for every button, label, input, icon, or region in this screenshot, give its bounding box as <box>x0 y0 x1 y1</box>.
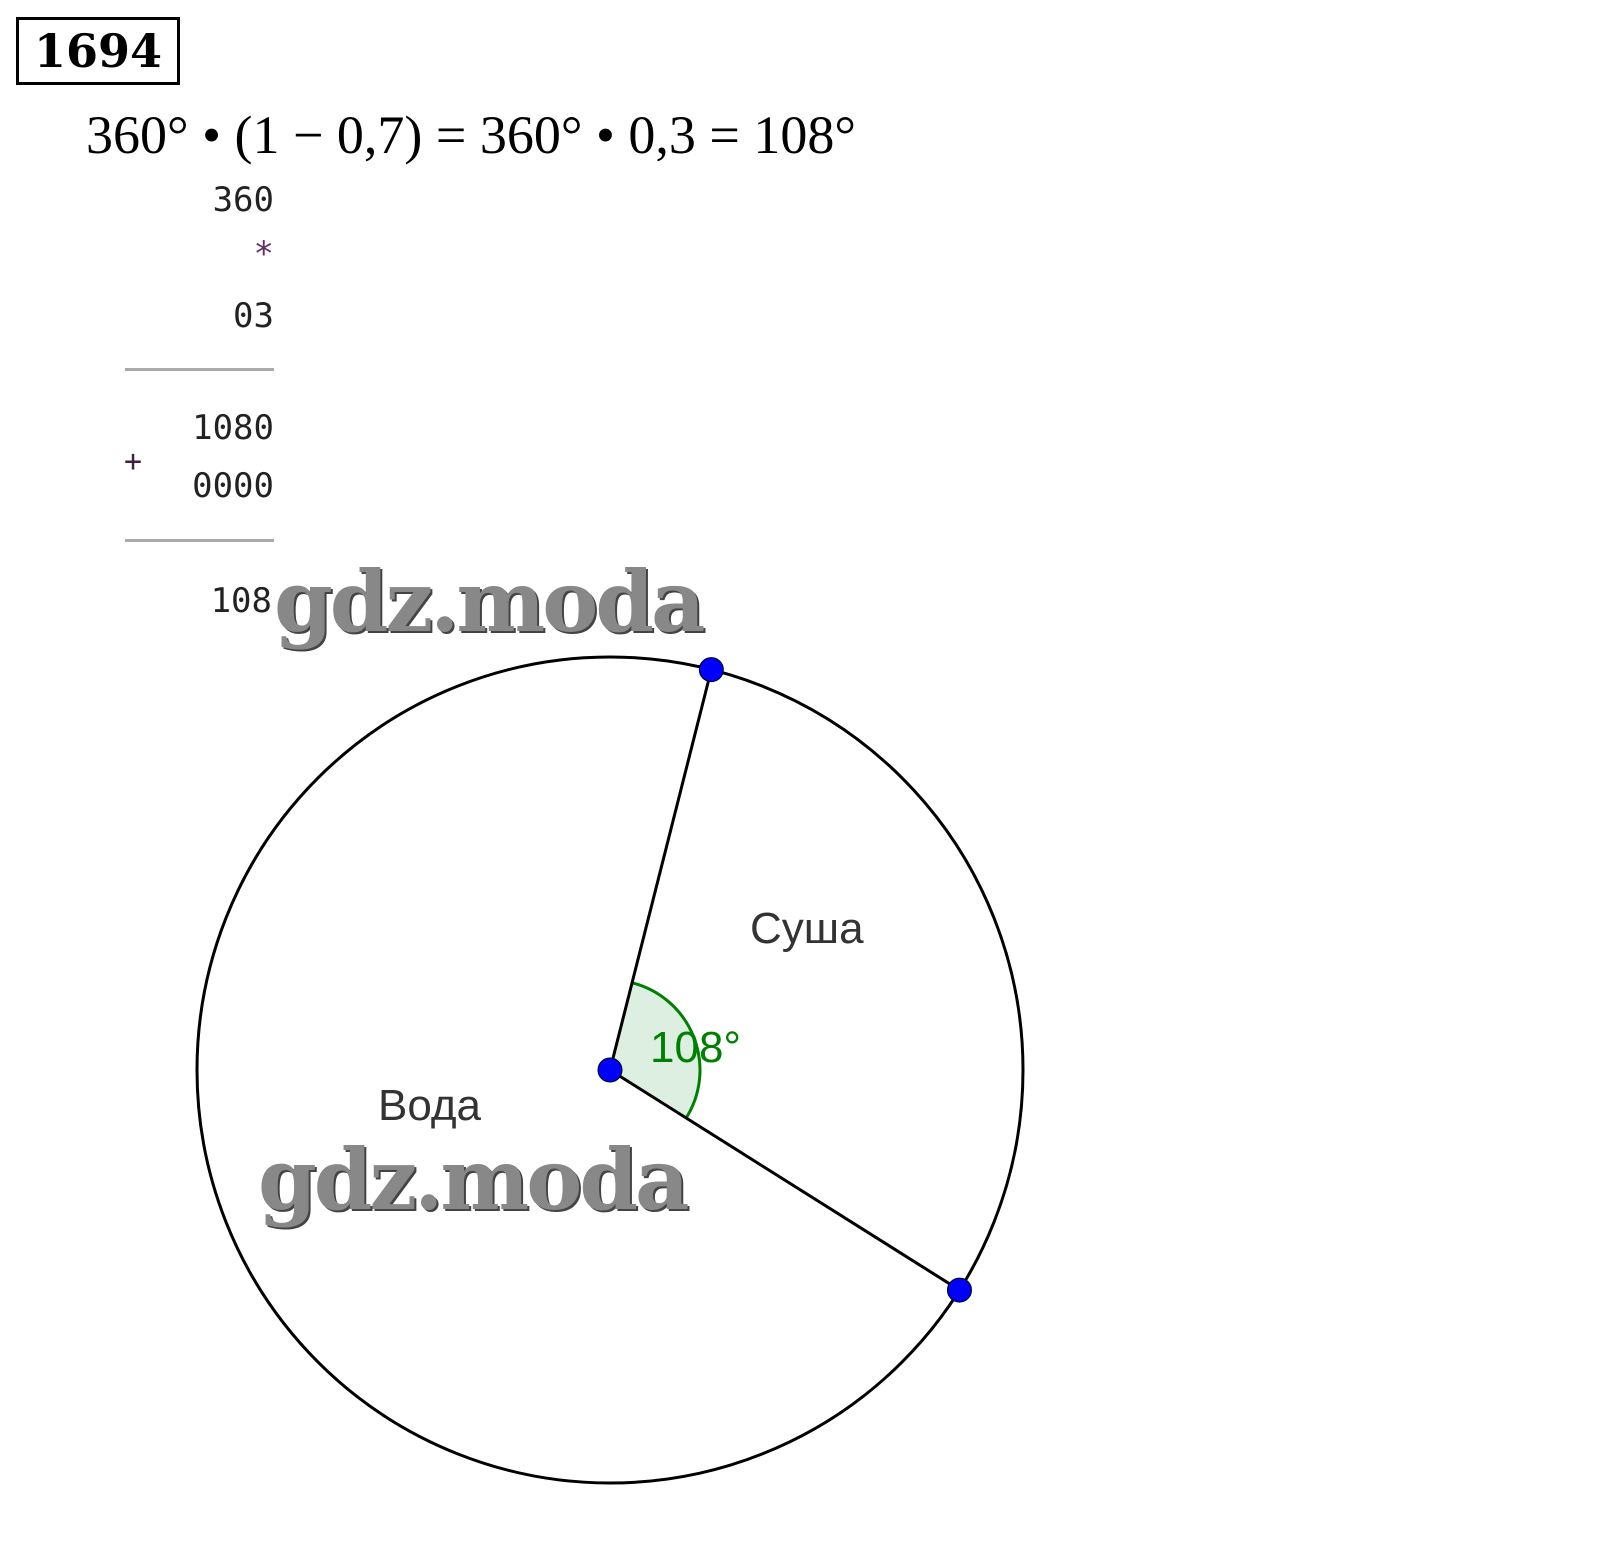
multiplicand: 360 <box>212 180 274 220</box>
angle-arc <box>631 981 702 1119</box>
boundary-point <box>698 657 724 683</box>
angle-label: 108° <box>650 1023 741 1072</box>
watermark: gdz.moda <box>274 552 705 651</box>
partial-product-2: 0000 <box>192 466 274 506</box>
radius-line <box>609 1068 961 1292</box>
plus-sign: + <box>124 444 143 479</box>
divider-line <box>125 539 274 542</box>
problem-number: 1694 <box>16 17 180 85</box>
boundary-point <box>946 1277 972 1303</box>
partial-product-1: 1080 <box>192 408 274 448</box>
watermark: gdz.moda <box>258 1130 689 1229</box>
circle <box>195 655 1025 1485</box>
multiplier: 03 <box>233 296 274 336</box>
equation: 360° • (1 − 0,7) = 360° • 0,3 = 108° <box>86 105 856 165</box>
divider-line <box>125 368 274 371</box>
multiply-operator: * <box>253 234 274 274</box>
sector-label-land: Суша <box>750 904 864 953</box>
radius-line <box>608 669 713 1071</box>
sector-label-water: Вода <box>378 1081 482 1130</box>
product-result: 108 <box>210 581 272 621</box>
center-point <box>597 1057 623 1083</box>
